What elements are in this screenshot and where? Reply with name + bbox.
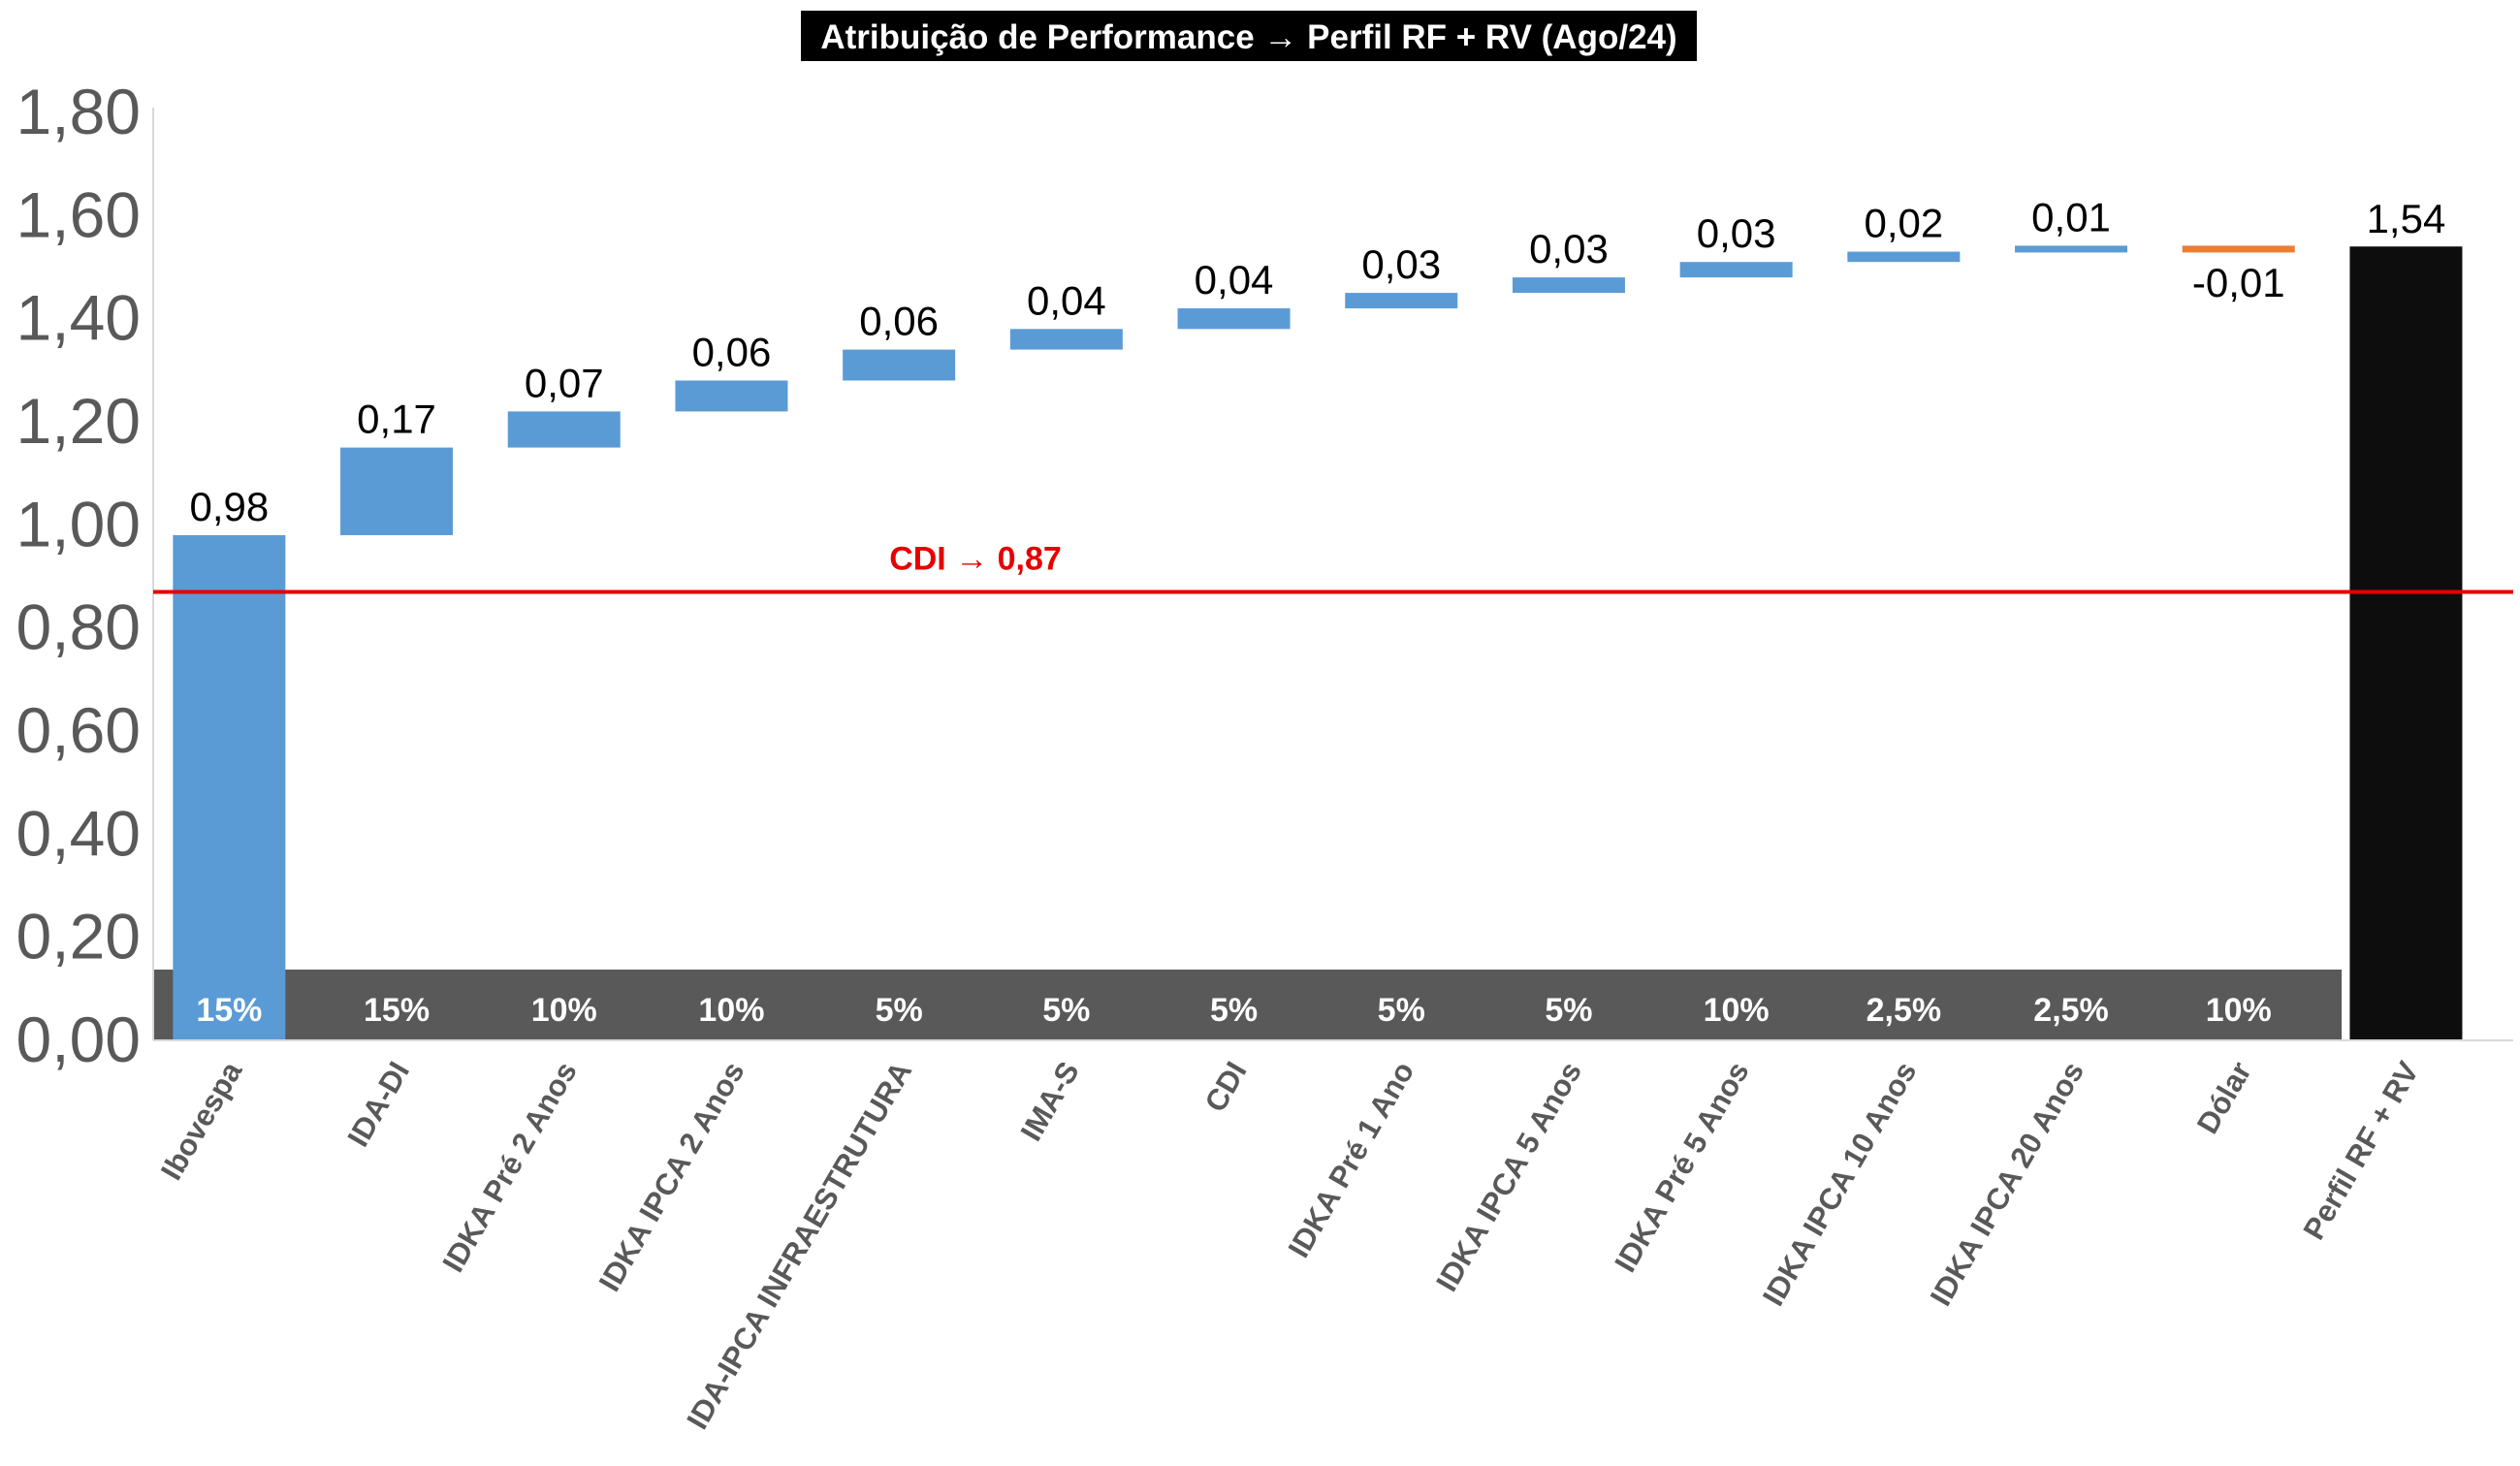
weight-label-3: 10%: [698, 992, 764, 1029]
bar-12: [2182, 245, 2295, 253]
weight-label-1: 15%: [364, 992, 430, 1029]
y-tick-label-7: 1,40: [16, 282, 141, 354]
data-label-3: 0,06: [692, 329, 772, 374]
weight-label-5: 5%: [1042, 992, 1090, 1029]
y-tick-label-1: 0,20: [16, 901, 141, 972]
weight-label-10: 2,5%: [1866, 992, 1942, 1029]
chart-title-background: [801, 11, 1697, 61]
weight-label-9: 10%: [1704, 992, 1770, 1029]
data-label-9: 0,03: [1697, 210, 1776, 256]
y-tick-label-2: 0,40: [16, 797, 141, 869]
data-labels-group: 0,98 0,17 0,07 0,06 0,06 0,04 0,04 0,03 0,03 0,03…: [189, 194, 2445, 529]
x-tick-label-2: IDKA Pré 2 Anos: [435, 1056, 583, 1278]
data-label-2: 0,07: [525, 360, 604, 405]
x-tick-labels-group: Ibovespa IDA-DI IDKA Pré 2 Anos IDKA IPCA 2…: [154, 1055, 2426, 1435]
data-label-11: 0,01: [2031, 194, 2111, 239]
x-tick-label-11: IDKA IPCA 20 Anos: [1924, 1056, 2090, 1312]
bar-2: [507, 411, 621, 448]
weight-label-7: 5%: [1378, 992, 1425, 1029]
chart-title: Atribuição de Performance → Perfil RF + …: [820, 18, 1676, 56]
bar-1: [340, 447, 454, 535]
y-tick-label-9: 1,80: [16, 76, 141, 147]
y-tick-label-0: 0,00: [16, 1004, 141, 1075]
x-tick-label-6: CDI: [1198, 1056, 1254, 1118]
data-label-5: 0,04: [1027, 277, 1106, 323]
data-label-4: 0,06: [859, 299, 939, 344]
y-tick-label-5: 1,00: [16, 488, 141, 559]
x-tick-label-1: IDA-DI: [340, 1056, 416, 1153]
bar-13: [2349, 246, 2463, 1040]
weight-label-0: 15%: [196, 992, 262, 1029]
weight-label-6: 5%: [1210, 992, 1258, 1029]
bar-6: [1177, 308, 1291, 330]
bar-5: [1009, 329, 1123, 350]
weight-band: [153, 970, 2343, 1040]
data-label-12: -0,01: [2192, 260, 2285, 305]
x-tick-label-0: Ibovespa: [154, 1055, 249, 1186]
bar-10: [1847, 251, 1961, 263]
bar-3: [675, 380, 788, 412]
data-label-6: 0,04: [1195, 257, 1274, 303]
y-tick-label-4: 0,80: [16, 591, 141, 663]
bar-0: [173, 534, 286, 1040]
y-tick-label-6: 1,20: [16, 385, 141, 457]
weight-label-8: 5%: [1545, 992, 1592, 1029]
bars-group: [173, 245, 2463, 1040]
weight-label-12: 10%: [2206, 992, 2272, 1029]
weight-label-2: 10%: [531, 992, 597, 1029]
data-label-8: 0,03: [1529, 226, 1609, 271]
bar-11: [2015, 245, 2128, 253]
y-tick-label-8: 1,60: [16, 178, 141, 250]
data-label-1: 0,17: [357, 397, 436, 442]
reference-line-group: CDI → 0,87: [153, 540, 2513, 594]
bar-8: [1512, 277, 1625, 294]
bar-4: [843, 349, 956, 381]
weight-label-4: 5%: [876, 992, 923, 1029]
x-tick-label-7: IDKA Pré 1 Ano: [1282, 1056, 1421, 1263]
x-tick-label-3: IDKA IPCA 2 Anos: [592, 1056, 751, 1297]
x-tick-label-5: IMA-S: [1014, 1056, 1086, 1147]
bar-9: [1679, 262, 1793, 278]
x-tick-label-8: IDKA IPCA 5 Anos: [1429, 1056, 1588, 1297]
cdi-reference-label: CDI → 0,87: [889, 540, 1062, 577]
weight-label-11: 2,5%: [2033, 992, 2109, 1029]
y-tick-label-3: 0,60: [16, 694, 141, 766]
x-tick-label-10: IDKA IPCA 10 Anos: [1756, 1056, 1923, 1312]
data-label-0: 0,98: [189, 484, 269, 529]
data-label-13: 1,54: [2367, 196, 2446, 241]
weight-labels-group: 15% 15% 10% 10% 5% 5% 5% 5% 5% 10% 2,5% 2,5% 10%: [196, 992, 2271, 1029]
weight-band-strip: [153, 970, 2343, 1040]
x-tick-label-13: Perfil RF + RV: [2297, 1056, 2426, 1246]
x-tick-label-9: IDKA Pré 5 Anos: [1608, 1056, 1755, 1278]
bar-7: [1345, 293, 1458, 309]
data-label-10: 0,02: [1864, 201, 1943, 246]
data-label-7: 0,03: [1361, 241, 1441, 287]
x-tick-label-12: Dólar: [2190, 1056, 2258, 1139]
axes-group: 0,00 0,20 0,40 0,60 0,80 1,00 1,20 1,40 1,60 1,80: [16, 76, 2513, 1075]
